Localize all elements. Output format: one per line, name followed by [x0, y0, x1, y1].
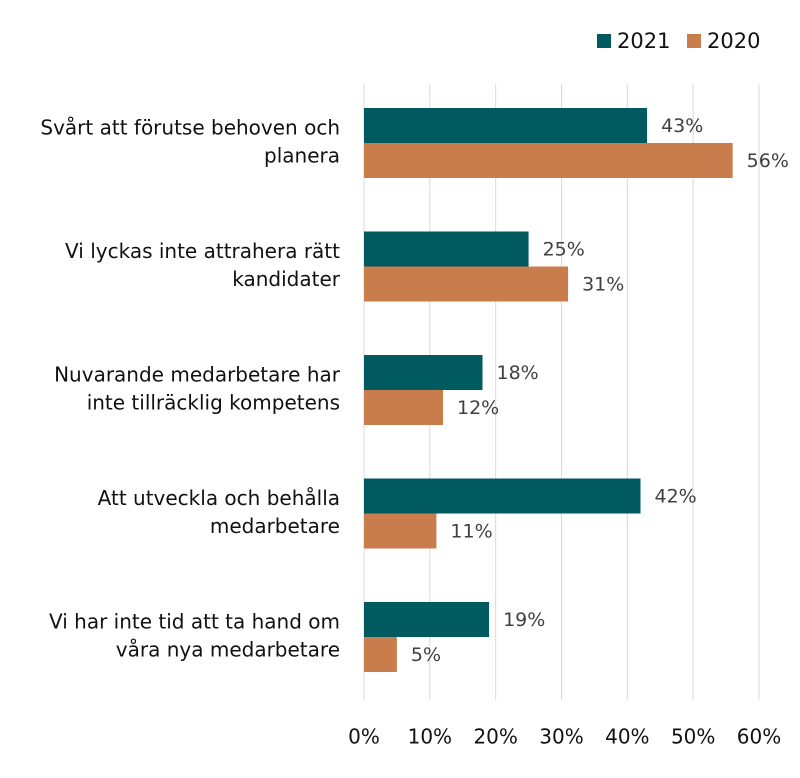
- category-label-1-line-2: planera: [264, 144, 340, 168]
- bar-2021-4: [364, 478, 641, 514]
- data-label-2021-4: 42%: [655, 486, 697, 508]
- data-label-2021-2: 25%: [543, 239, 585, 261]
- gridlines: [363, 84, 760, 700]
- x-tick-label: 10%: [408, 725, 452, 749]
- bar-2020-4: [364, 513, 437, 549]
- data-label-2021-1: 43%: [661, 115, 703, 137]
- category-label-5-line-2: våra nya medarbetare: [116, 638, 340, 662]
- bar-2021-1: [364, 108, 648, 143]
- x-tick-label: 50%: [671, 725, 715, 749]
- category-labels: Svårt att förutse behoven och planera Vi l…: [40, 116, 340, 662]
- data-label-2021-5: 19%: [503, 609, 545, 631]
- data-label-2020-1: 56%: [747, 150, 789, 172]
- data-label-2020-2: 31%: [582, 274, 624, 296]
- x-tick-label: 0%: [348, 725, 380, 749]
- category-label-5-line-1: Vi har inte tid att ta hand om: [49, 610, 340, 634]
- legend-swatch-2020: [687, 34, 701, 48]
- data-label-2021-3: 18%: [497, 362, 539, 384]
- x-tick-label: 20%: [473, 725, 517, 749]
- bar-2020-1: [364, 143, 733, 178]
- category-label-2-line-2: kandidater: [232, 267, 341, 291]
- data-label-2020-5: 5%: [411, 644, 441, 666]
- bar-2020-3: [364, 390, 443, 425]
- category-label-2-line-1: Vi lyckas inte attrahera rätt: [65, 239, 340, 263]
- bar-2021-5: [364, 602, 490, 637]
- bar-2020-5: [364, 637, 397, 672]
- data-label-2020-4: 11%: [450, 521, 492, 543]
- bar-2021-3: [364, 355, 483, 390]
- legend-label-2020: 2020: [707, 29, 760, 53]
- x-tick-label: 60%: [737, 725, 781, 749]
- bar-2020-2: [364, 266, 569, 302]
- x-tick-label: 40%: [605, 725, 649, 749]
- legend: 2021 2020: [597, 29, 760, 53]
- category-label-3-line-1: Nuvarande medarbetare har: [54, 363, 341, 387]
- category-label-1-line-1: Svårt att förutse behoven och: [40, 116, 340, 140]
- category-label-4-line-1: Att utveckla och behålla: [98, 486, 340, 510]
- x-axis-ticks: 0% 10% 20% 30% 40% 50% 60%: [348, 725, 781, 749]
- bar-2021-2: [364, 231, 529, 267]
- legend-swatch-2021: [597, 34, 611, 48]
- data-labels: 43% 56% 25% 31% 18% 12% 42% 11% 19% 5%: [411, 115, 789, 666]
- category-label-3-line-2: inte tillräcklig kompetens: [87, 391, 340, 415]
- bars: [364, 108, 733, 672]
- data-label-2020-3: 12%: [457, 397, 499, 419]
- legend-label-2021: 2021: [617, 29, 670, 53]
- category-label-4-line-2: medarbetare: [210, 514, 340, 538]
- x-tick-label: 30%: [539, 725, 583, 749]
